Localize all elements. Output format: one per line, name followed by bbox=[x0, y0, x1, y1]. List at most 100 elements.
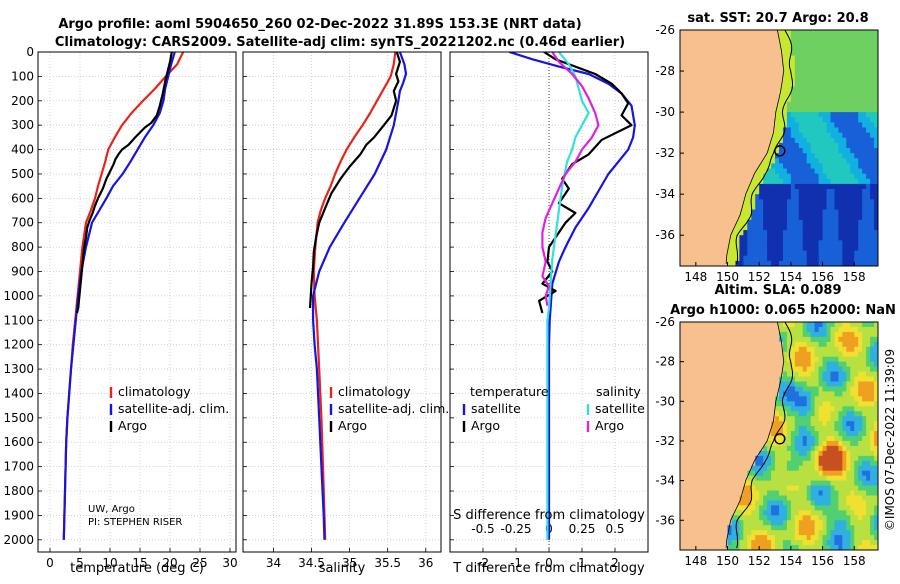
ocean-cell bbox=[771, 530, 776, 536]
land-cell bbox=[687, 500, 693, 506]
land-cell bbox=[695, 331, 701, 338]
ocean-cell bbox=[806, 326, 812, 333]
land-cell bbox=[735, 465, 740, 472]
land-cell bbox=[735, 341, 740, 348]
land-cell bbox=[759, 322, 764, 328]
ocean-cell bbox=[854, 76, 859, 82]
ocean-cell bbox=[727, 540, 733, 546]
ocean-cell bbox=[810, 117, 816, 123]
ocean-cell bbox=[834, 250, 839, 257]
land-cell bbox=[719, 336, 725, 343]
ocean-cell bbox=[782, 122, 788, 129]
ocean-cell bbox=[790, 106, 796, 113]
ocean-cell bbox=[858, 60, 863, 67]
ocean-cell bbox=[854, 148, 859, 154]
ocean-cell bbox=[866, 465, 871, 472]
ocean-cell bbox=[850, 127, 855, 134]
ocean-cell bbox=[862, 106, 867, 113]
ocean-cell bbox=[743, 240, 748, 247]
ocean-cell bbox=[858, 500, 863, 506]
ocean-cell bbox=[818, 436, 824, 442]
land-cell bbox=[763, 117, 768, 123]
ocean-cell bbox=[806, 510, 812, 516]
ocean-cell bbox=[782, 250, 788, 257]
ocean-cell bbox=[806, 331, 812, 338]
ocean-cell bbox=[870, 545, 875, 550]
land-cell bbox=[699, 112, 705, 118]
ocean-cell bbox=[751, 199, 756, 206]
land-cell bbox=[735, 153, 740, 159]
land-cell bbox=[735, 178, 740, 185]
ocean-cell bbox=[798, 500, 804, 506]
land-cell bbox=[691, 230, 697, 236]
ocean-cell bbox=[790, 132, 796, 139]
ocean-cell bbox=[822, 194, 828, 200]
land-cell bbox=[719, 406, 725, 412]
ocean-cell bbox=[779, 117, 784, 123]
ocean-cell bbox=[818, 495, 824, 502]
land-cell bbox=[687, 255, 693, 262]
land-cell bbox=[699, 260, 705, 266]
land-cell bbox=[695, 540, 701, 546]
land-cell bbox=[743, 45, 748, 52]
ocean-cell bbox=[798, 101, 804, 108]
land-cell bbox=[743, 426, 748, 432]
ocean-cell bbox=[775, 178, 780, 185]
ocean-cell bbox=[739, 245, 744, 252]
land-cell bbox=[680, 361, 685, 368]
legend-argo-label: Argo bbox=[338, 418, 367, 433]
ocean-cell bbox=[806, 224, 812, 231]
x-tick-label: 15 bbox=[132, 556, 147, 570]
ocean-cell bbox=[782, 376, 788, 383]
ocean-cell bbox=[782, 331, 788, 338]
ocean-cell bbox=[854, 391, 859, 397]
ocean-cell bbox=[782, 440, 788, 447]
ocean-cell bbox=[814, 199, 820, 206]
ocean-cell bbox=[834, 132, 839, 139]
land-cell bbox=[731, 91, 737, 98]
land-cell bbox=[735, 361, 740, 368]
ocean-cell bbox=[802, 214, 808, 221]
land-cell bbox=[755, 158, 760, 164]
land-cell bbox=[755, 436, 760, 442]
land-cell bbox=[727, 178, 733, 185]
imos-stamp: ©IMOS 07-Dec-2022 11:39:09 bbox=[883, 349, 897, 531]
land-cell bbox=[703, 148, 709, 154]
ocean-cell bbox=[838, 163, 843, 170]
land-cell bbox=[707, 142, 713, 149]
ocean-cell bbox=[810, 40, 816, 46]
ocean-cell bbox=[862, 153, 867, 159]
ocean-cell bbox=[858, 168, 863, 175]
ocean-cell bbox=[775, 530, 780, 536]
ocean-cell bbox=[727, 245, 733, 252]
ocean-cell bbox=[727, 240, 733, 247]
ocean-cell bbox=[858, 322, 863, 328]
ocean-cell bbox=[874, 356, 878, 363]
x-tick-label: -2 bbox=[477, 556, 489, 570]
land-cell bbox=[719, 127, 725, 134]
ocean-cell bbox=[830, 540, 836, 546]
ocean-cell bbox=[874, 127, 878, 134]
land-cell bbox=[715, 505, 721, 511]
land-cell bbox=[755, 86, 760, 93]
ocean-cell bbox=[854, 199, 859, 206]
ocean-cell bbox=[731, 260, 737, 266]
ocean-cell bbox=[846, 158, 851, 164]
land-cell bbox=[680, 199, 685, 206]
land-cell bbox=[691, 219, 697, 226]
land-cell bbox=[767, 127, 772, 134]
ocean-cell bbox=[866, 346, 871, 353]
ocean-cell bbox=[763, 485, 768, 492]
land-cell bbox=[751, 132, 756, 139]
ocean-cell bbox=[798, 189, 804, 195]
ocean-cell bbox=[858, 540, 863, 546]
ocean-cell bbox=[798, 65, 804, 72]
coastline bbox=[725, 322, 785, 549]
land-cell bbox=[739, 326, 744, 333]
land-cell bbox=[763, 322, 768, 328]
land-cell bbox=[711, 142, 717, 149]
land-cell bbox=[711, 250, 717, 257]
ocean-cell bbox=[798, 366, 804, 373]
ocean-cell bbox=[790, 40, 796, 46]
